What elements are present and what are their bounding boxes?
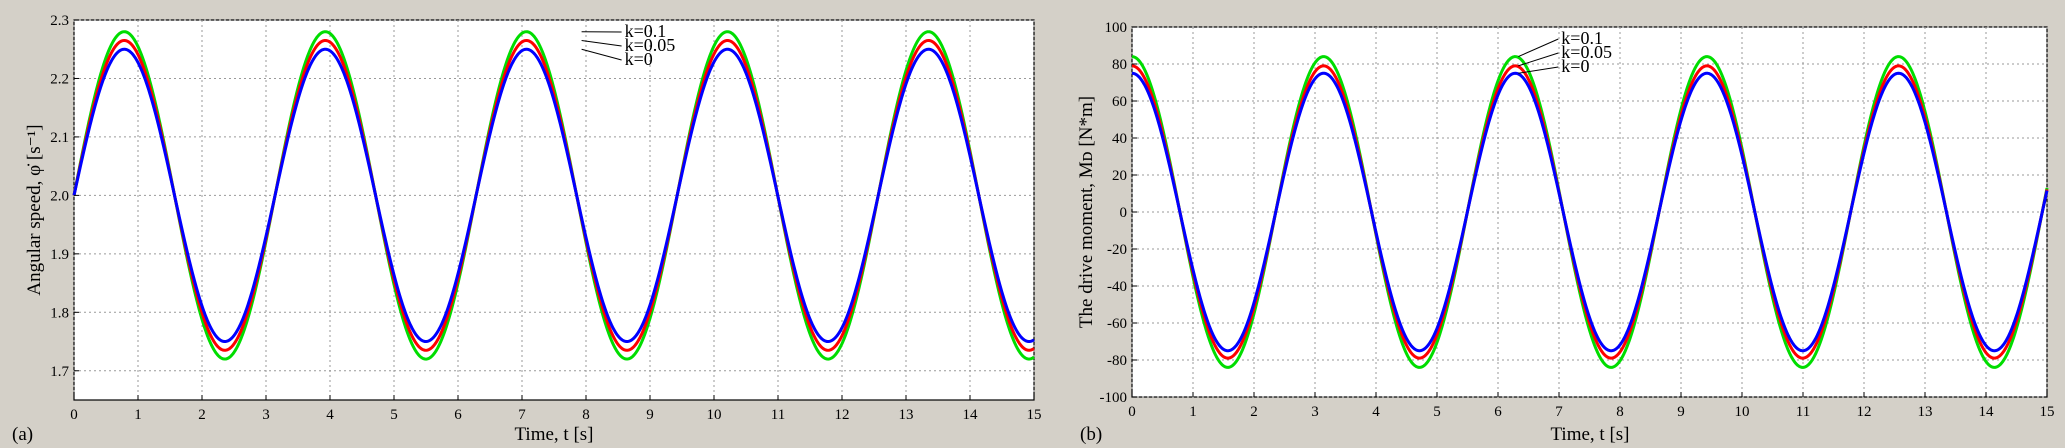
y-tick-label: 1.7 (50, 364, 69, 380)
x-tick-label: 5 (1433, 404, 1441, 420)
x-tick-label: 14 (963, 407, 979, 423)
y-axis-label-b: The drive moment, Mᴅ [N*m] (1076, 96, 1097, 328)
x-tick-label: 8 (1616, 404, 1624, 420)
x-tick-label: 15 (1027, 407, 1042, 423)
y-axis-label-a: Angular speed, φ̇ [s⁻¹] (24, 124, 45, 295)
annotation-label: k=0.1 (625, 21, 667, 41)
chart-a: 0 1 2 3 4 5 6 7 8 9 10 11 12 13 14 151.71.81.92.02.12.2… (12, 13, 1042, 445)
annotations-b: k=0.1k=0.05k=0 (1518, 28, 1612, 76)
x-tick-label: 15 (2040, 404, 2055, 420)
y-tick-label: -100 (1100, 390, 1128, 406)
y-tick-label: 2.2 (50, 71, 69, 87)
x-tick-label: 6 (454, 407, 462, 423)
annotation-label: k=0.05 (1561, 42, 1612, 62)
x-tick-label: 0 (1128, 404, 1136, 420)
chart-b: 0 1 2 3 4 5 6 7 8 9 10 11 12 13 14 15-100-80-60-40-2002… (1076, 20, 2055, 445)
y-tick-label: 40 (1112, 131, 1127, 147)
x-tick-label: 12 (1857, 404, 1872, 420)
panel-label-b: (b) (1080, 424, 1102, 445)
x-tick-label: 7 (518, 407, 526, 423)
y-tick-label: 100 (1105, 20, 1128, 36)
y-tick-label: -60 (1107, 316, 1127, 332)
x-axis-label-b: Time, t [s] (1550, 424, 1629, 445)
x-tick-label: 10 (1735, 404, 1750, 420)
x-tick-label: 14 (1979, 404, 1995, 420)
x-tick-label: 7 (1555, 404, 1563, 420)
y-tick-label: 20 (1112, 168, 1127, 184)
x-tick-label: 4 (1372, 404, 1380, 420)
ticks-b: 0 1 2 3 4 5 6 7 8 9 10 11 12 13 14 15-100-80-60-40-2002… (1100, 20, 2055, 420)
x-tick-label: 3 (262, 407, 270, 423)
ticks-a: 0 1 2 3 4 5 6 7 8 9 10 11 12 13 14 151.71.81.92.02.12.2… (50, 13, 1041, 423)
y-tick-label: 2.0 (50, 188, 69, 204)
x-tick-label: 11 (1796, 404, 1810, 420)
x-tick-label: 1 (134, 407, 142, 423)
y-tick-label: 2.1 (50, 130, 69, 146)
y-tick-label: 2.3 (50, 13, 69, 29)
panel-label-a: (a) (12, 424, 33, 445)
x-tick-label: 4 (326, 407, 334, 423)
x-tick-label: 10 (707, 407, 722, 423)
x-tick-label: 6 (1494, 404, 1502, 420)
y-tick-label: 80 (1112, 57, 1127, 73)
x-tick-label: 9 (1677, 404, 1685, 420)
x-tick-label: 13 (899, 407, 914, 423)
series-b (1131, 55, 2049, 369)
x-tick-label: 1 (1189, 404, 1197, 420)
annotation-leader (1518, 66, 1559, 74)
plot-area-a (73, 19, 1035, 401)
x-tick-label: 0 (70, 407, 78, 423)
plot-area-b (1131, 26, 2048, 398)
y-tick-label: -20 (1107, 242, 1127, 258)
annotation-leader (581, 48, 622, 61)
y-tick-label: 60 (1112, 94, 1127, 110)
series-line-k0 (72, 47, 1035, 344)
grid-a (73, 19, 1035, 400)
y-tick-label: -40 (1107, 279, 1127, 295)
series-a (72, 30, 1035, 361)
annotation-leader (581, 39, 622, 47)
x-tick-label: 2 (198, 407, 206, 423)
annotation-leader (1518, 52, 1559, 67)
x-tick-label: 8 (582, 407, 590, 423)
x-tick-label: 12 (835, 407, 850, 423)
y-tick-label: -80 (1107, 353, 1127, 369)
x-tick-label: 3 (1311, 404, 1319, 420)
annotations-a: k=0.1k=0.05k=0 (581, 21, 676, 69)
annotation-leader (1518, 38, 1559, 58)
x-axis-label-a: Time, t [s] (514, 424, 593, 445)
annotation-label: k=0 (1561, 56, 1589, 76)
x-tick-label: 13 (1918, 404, 1933, 420)
x-tick-label: 9 (646, 407, 654, 423)
y-tick-label: 1.9 (50, 247, 69, 263)
grid-b (1131, 26, 2048, 398)
annotation-label: k=0 (625, 49, 653, 69)
series-line-k0 (1131, 71, 2049, 353)
y-tick-label: 0 (1120, 205, 1128, 221)
x-tick-label: 5 (390, 407, 398, 423)
annotation-label: k=0.05 (625, 35, 676, 55)
x-tick-label: 11 (771, 407, 785, 423)
annotation-label: k=0.1 (1561, 28, 1603, 48)
x-tick-label: 2 (1250, 404, 1258, 420)
y-tick-label: 1.8 (50, 305, 69, 321)
